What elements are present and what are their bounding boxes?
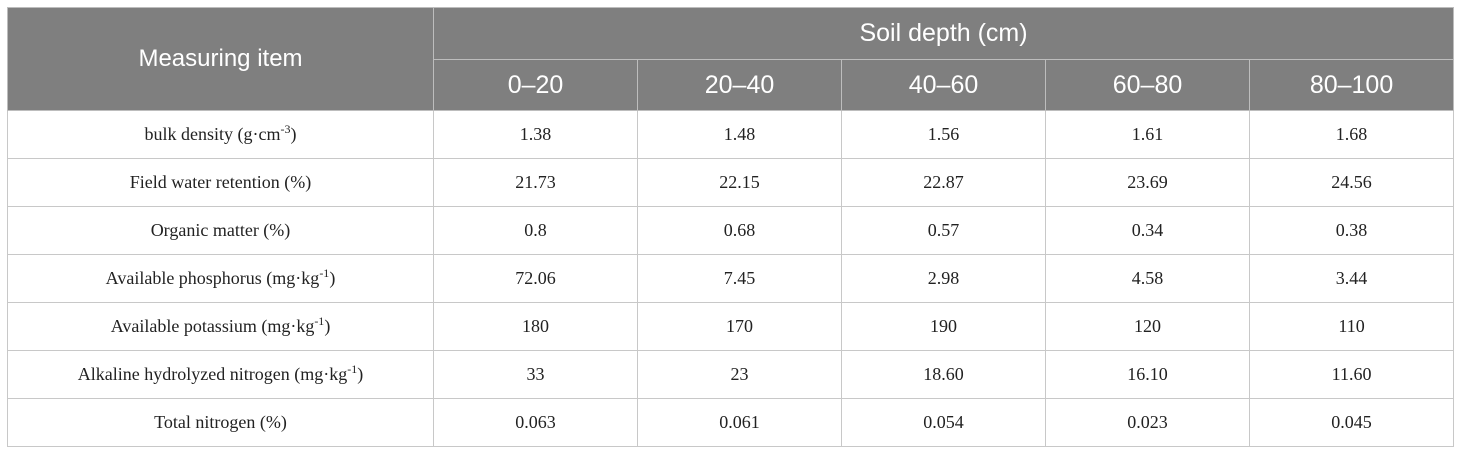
table-cell: 33 bbox=[433, 350, 638, 399]
table-cell: 0.063 bbox=[433, 398, 638, 447]
table-cell: 0.57 bbox=[841, 206, 1046, 255]
table-cell: 1.56 bbox=[841, 110, 1046, 159]
table-cell: 0.38 bbox=[1248, 206, 1455, 255]
table-cell: 1.48 bbox=[637, 110, 842, 159]
row-label: Total nitrogen (%) bbox=[7, 398, 434, 447]
table-cell: 0.054 bbox=[841, 398, 1046, 447]
table-cell: 2.98 bbox=[841, 254, 1046, 303]
row-label: Organic matter (%) bbox=[7, 206, 434, 255]
table-row: Organic matter (%) 0.8 0.68 0.57 0.34 0.… bbox=[7, 206, 1455, 255]
table-cell: 1.61 bbox=[1045, 110, 1250, 159]
table-cell: 11.60 bbox=[1248, 350, 1455, 399]
table-row: Alkaline hydrolyzed nitrogen (mg·kg-1) 3… bbox=[7, 350, 1455, 399]
table-cell: 0.34 bbox=[1045, 206, 1250, 255]
depth-header-0-20: 0–20 bbox=[433, 59, 638, 111]
table-body: bulk density (g·cm-3) 1.38 1.48 1.56 1.6… bbox=[7, 110, 1455, 447]
depth-header-20-40: 20–40 bbox=[637, 59, 842, 111]
row-label: Available phosphorus (mg·kg-1) bbox=[7, 254, 434, 303]
table-cell: 0.045 bbox=[1248, 398, 1455, 447]
table-cell: 0.68 bbox=[637, 206, 842, 255]
row-label: bulk density (g·cm-3) bbox=[7, 110, 434, 159]
table-cell: 1.68 bbox=[1248, 110, 1455, 159]
table-cell: 21.73 bbox=[433, 158, 638, 207]
table-cell: 170 bbox=[637, 302, 842, 351]
row-label: Alkaline hydrolyzed nitrogen (mg·kg-1) bbox=[7, 350, 434, 399]
table-cell: 7.45 bbox=[637, 254, 842, 303]
table-cell: 0.023 bbox=[1045, 398, 1250, 447]
table-cell: 23 bbox=[637, 350, 842, 399]
soil-properties-table: Measuring item Soil depth (cm) 0–20 20–4… bbox=[7, 7, 1455, 447]
table-cell: 0.8 bbox=[433, 206, 638, 255]
depth-header-60-80: 60–80 bbox=[1045, 59, 1250, 111]
table-cell: 72.06 bbox=[433, 254, 638, 303]
table-row: Field water retention (%) 21.73 22.15 22… bbox=[7, 158, 1455, 207]
table-cell: 23.69 bbox=[1045, 158, 1250, 207]
soil-depth-header: Soil depth (cm) bbox=[432, 7, 1455, 60]
table-cell: 18.60 bbox=[841, 350, 1046, 399]
table-cell: 120 bbox=[1045, 302, 1250, 351]
row-label: Available potassium (mg·kg-1) bbox=[7, 302, 434, 351]
table-cell: 190 bbox=[841, 302, 1046, 351]
table-row: Available potassium (mg·kg-1) 180 170 19… bbox=[7, 302, 1455, 351]
table-cell: 4.58 bbox=[1045, 254, 1250, 303]
table-cell: 22.15 bbox=[637, 158, 842, 207]
table-cell: 16.10 bbox=[1045, 350, 1250, 399]
table-cell: 1.38 bbox=[433, 110, 638, 159]
table-cell: 180 bbox=[433, 302, 638, 351]
table-row: bulk density (g·cm-3) 1.38 1.48 1.56 1.6… bbox=[7, 110, 1455, 159]
depth-header-80-100: 80–100 bbox=[1248, 59, 1455, 111]
table-header: Measuring item Soil depth (cm) 0–20 20–4… bbox=[7, 7, 1455, 111]
table-row: Available phosphorus (mg·kg-1) 72.06 7.4… bbox=[7, 254, 1455, 303]
table-cell: 3.44 bbox=[1248, 254, 1455, 303]
table-cell: 22.87 bbox=[841, 158, 1046, 207]
table-row: Total nitrogen (%) 0.063 0.061 0.054 0.0… bbox=[7, 398, 1455, 447]
table-cell: 0.061 bbox=[637, 398, 842, 447]
measuring-item-header: Measuring item bbox=[7, 7, 434, 111]
soil-properties-table-container: Measuring item Soil depth (cm) 0–20 20–4… bbox=[7, 7, 1455, 447]
table-cell: 110 bbox=[1248, 302, 1455, 351]
row-label: Field water retention (%) bbox=[7, 158, 434, 207]
depth-header-40-60: 40–60 bbox=[841, 59, 1046, 111]
table-cell: 24.56 bbox=[1248, 158, 1455, 207]
